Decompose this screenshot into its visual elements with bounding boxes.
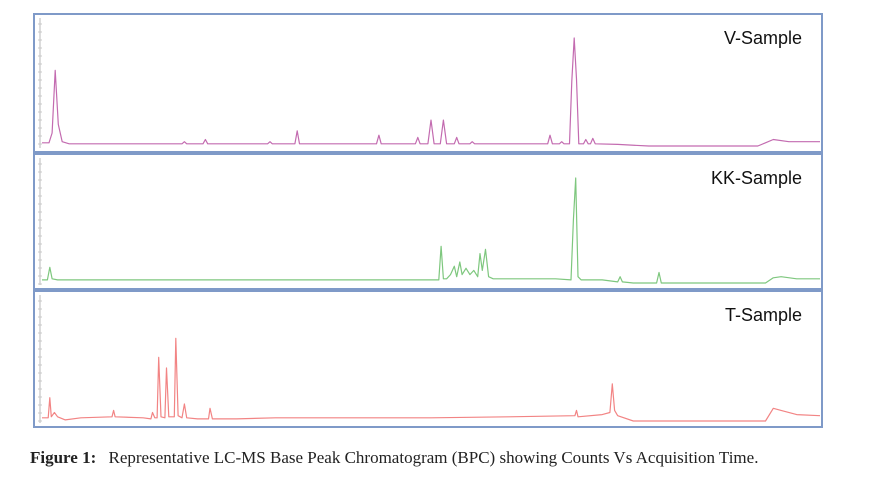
series-line-v-sample [42,37,820,147]
figure-caption-text: Representative LC-MS Base Peak Chromatog… [108,448,759,467]
panel-frame-v-sample [33,13,823,153]
panel-v-sample: V-Sample [33,13,823,153]
panel-title-kk-sample: KK-Sample [711,168,802,188]
series-line-kk-sample [42,177,820,284]
panel-kk-sample: KK-Sample [33,153,823,290]
panel-title-v-sample: V-Sample [724,28,802,48]
chromatogram-panels: V-Sample KK-Sample T-Sample [33,13,823,428]
figure-caption: Figure 1: Representative LC-MS Base Peak… [30,448,870,468]
series-line-t-sample [42,337,821,422]
figure-number: Figure 1: [30,448,97,467]
panel-title-t-sample: T-Sample [725,305,802,325]
panel-t-sample: T-Sample [33,290,823,428]
panel-frame-kk-sample [33,153,823,290]
panel-frame-t-sample [33,290,823,428]
